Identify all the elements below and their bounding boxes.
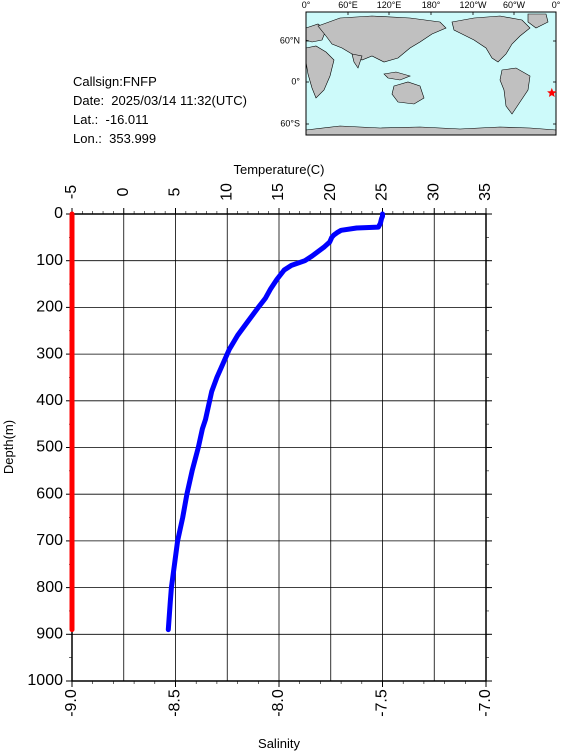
longitude-text: Lon.: 353.999 (73, 131, 157, 146)
series-layer (69, 211, 385, 633)
land-asia (317, 15, 447, 63)
latitude-text: Lat.: -16.011 (73, 112, 149, 127)
temperature-tick-label: 30 (425, 183, 442, 201)
land-africa (305, 45, 335, 99)
salinity-tick-label: -8.5 (167, 689, 184, 717)
map-longitude-label: 120°W (459, 0, 487, 10)
salinity-tick-label: -7.0 (477, 689, 494, 717)
map-longitude-label: 180° (422, 0, 441, 10)
temperature-tick-label: 20 (322, 183, 339, 201)
temperature-tick-label: 25 (374, 183, 391, 201)
salinity-tick-label: -7.5 (374, 689, 391, 717)
map-longitude-label: 0° (552, 0, 561, 10)
axis-ticks: -5 0 5 10 15 20 25 30 35-9.0 -8.5 -8.0 -7.5 -7.00100… (27, 183, 494, 717)
station-marker-icon (547, 87, 557, 97)
depth-tick-label: 300 (36, 345, 63, 362)
profile-plot: -5 0 5 10 15 20 25 30 35-9.0 -8.5 -8.0 -7.5 -7.00100… (1, 162, 494, 751)
temperature-tick-label: 5 (167, 187, 184, 196)
temperature-tick-label: 35 (477, 183, 494, 201)
map-latitude-label: 0° (291, 76, 300, 86)
salinity-axis-title: Salinity (258, 736, 300, 751)
depth-tick-label: 800 (36, 579, 63, 596)
depth-axis-title: Depth(m) (1, 420, 16, 474)
map-longitude-label: 60°W (503, 0, 526, 10)
map-longitude-label: 120°E (377, 0, 402, 10)
map-latitude-label: 60°N (280, 35, 300, 45)
temperature-series-line (165, 211, 385, 633)
depth-tick-label: 0 (54, 205, 63, 222)
map-labels: 0° 60°E 120°E 180° 120°W 60°W 0° 60°N 0° 60°S (280, 0, 561, 128)
station-info: Callsign:FNFP Date: 2025/03/14 11:32(UTC… (73, 72, 247, 148)
land-greenland (527, 13, 549, 29)
depth-tick-label: 200 (36, 299, 63, 316)
world-map: 0° 60°E 120°E 180° 120°W 60°W 0° 60°N 0° 60°S (280, 0, 561, 136)
callsign-text: Callsign:FNFP (73, 74, 157, 89)
temperature-tick-label: 15 (270, 183, 287, 201)
depth-tick-label: 900 (36, 626, 63, 643)
land-south-america (499, 67, 531, 115)
temperature-tick-label: 10 (218, 183, 235, 201)
land-australia (391, 81, 425, 105)
map-latitude-label: 60°S (280, 118, 300, 128)
depth-tick-label: 1000 (27, 672, 63, 689)
depth-tick-label: 700 (36, 532, 63, 549)
depth-tick-label: 500 (36, 439, 63, 456)
land-north-america (451, 15, 531, 63)
land-india (351, 53, 363, 69)
depth-tick-label: 600 (36, 485, 63, 502)
temperature-axis-title: Temperature(C) (233, 162, 324, 177)
grid (71, 213, 487, 682)
temperature-tick-label: 0 (115, 187, 132, 196)
map-land (305, 13, 557, 136)
map-longitude-label: 60°E (338, 0, 358, 10)
land-indonesia (383, 71, 411, 81)
salinity-tick-label: -8.0 (270, 689, 287, 717)
depth-tick-label: 100 (36, 252, 63, 269)
temperature-tick-label: -5 (63, 185, 80, 199)
map-longitude-label: 0° (302, 0, 311, 10)
date-text: Date: 2025/03/14 11:32(UTC) (73, 93, 247, 108)
depth-tick-label: 400 (36, 392, 63, 409)
salinity-tick-label: -9.0 (63, 689, 80, 717)
land-antarctica (305, 125, 557, 136)
